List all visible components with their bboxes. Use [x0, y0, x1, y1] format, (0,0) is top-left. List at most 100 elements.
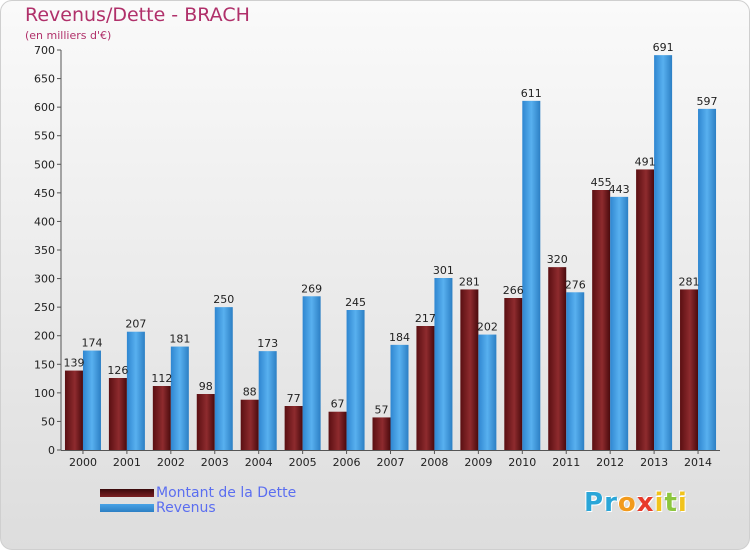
bar-debt [636, 169, 655, 450]
data-label-revenue: 301 [433, 264, 454, 277]
data-label-revenue: 611 [521, 87, 542, 100]
y-tick-label: 250 [34, 301, 55, 314]
chart-subtitle: (en milliers d'€) [25, 29, 112, 42]
bar-debt [504, 298, 523, 450]
logo-letter: r [604, 488, 618, 518]
bar-debt [196, 394, 215, 450]
data-label-debt: 281 [679, 275, 700, 288]
x-tick-label: 2006 [333, 456, 361, 469]
logo-letter: x [636, 488, 655, 518]
bar-debt [460, 289, 479, 450]
bar-revenue [478, 334, 497, 450]
x-tick-label: 2001 [113, 456, 141, 469]
data-label-revenue: 173 [257, 337, 278, 350]
data-label-debt: 98 [199, 380, 213, 393]
data-label-debt: 281 [459, 275, 480, 288]
bar-revenue [214, 307, 233, 450]
y-tick-label: 150 [34, 358, 55, 371]
bar-revenue [82, 350, 101, 450]
y-tick-label: 500 [34, 158, 55, 171]
x-tick-label: 2004 [245, 456, 273, 469]
legend-swatch-debt [100, 489, 154, 497]
logo-letter: i [677, 488, 688, 518]
bar-revenue [434, 278, 453, 450]
bar-debt [240, 399, 259, 450]
logo-letter: o [617, 488, 637, 518]
y-tick-label: 550 [34, 130, 55, 143]
legend-swatch-revenue [100, 504, 154, 512]
data-label-debt: 217 [415, 312, 436, 325]
y-tick-label: 450 [34, 187, 55, 200]
y-tick-label: 400 [34, 215, 55, 228]
bar-revenue [126, 331, 145, 450]
data-label-debt: 88 [243, 386, 257, 399]
bar-debt [548, 267, 567, 450]
y-tick-label: 200 [34, 330, 55, 343]
logo-letter: i [654, 488, 665, 518]
data-label-debt: 126 [107, 364, 128, 377]
x-tick-label: 2007 [377, 456, 405, 469]
y-tick-label: 350 [34, 244, 55, 257]
data-label-debt: 491 [635, 155, 656, 168]
y-tick-label: 50 [41, 415, 55, 428]
bar-revenue [346, 310, 365, 450]
data-label-debt: 112 [151, 372, 172, 385]
bar-debt [284, 406, 303, 450]
bar-revenue [654, 55, 673, 451]
bar-revenue [258, 351, 277, 450]
data-label-revenue: 174 [81, 337, 102, 350]
data-label-revenue: 276 [565, 278, 586, 291]
data-label-revenue: 597 [697, 95, 718, 108]
bar-revenue [522, 100, 541, 450]
x-tick-label: 2003 [201, 456, 229, 469]
x-tick-label: 2000 [69, 456, 97, 469]
y-tick-label: 600 [34, 101, 55, 114]
y-tick-label: 300 [34, 273, 55, 286]
bar-revenue [566, 292, 585, 450]
bar-debt [328, 411, 347, 450]
data-labels: 139 126 112 98 88 77 67 57 217 281 266 320 455 491 281… [63, 41, 717, 416]
data-label-debt: 320 [547, 253, 568, 266]
chart-title: Revenus/Dette - BRACH [25, 4, 250, 26]
y-tick-label: 700 [34, 44, 55, 57]
bar-debt [64, 370, 83, 450]
x-tick-label: 2010 [508, 456, 536, 469]
data-label-debt: 57 [375, 403, 389, 416]
data-label-debt: 67 [331, 398, 345, 411]
data-label-revenue: 202 [477, 321, 498, 334]
data-label-revenue: 250 [213, 293, 234, 306]
x-tick-label: 2013 [640, 456, 668, 469]
data-label-debt: 139 [63, 357, 84, 370]
data-label-revenue: 245 [345, 296, 366, 309]
y-tick-label: 0 [48, 444, 55, 457]
bar-revenue [698, 108, 717, 450]
data-label-revenue: 443 [609, 183, 630, 196]
bar-debt [416, 326, 435, 450]
data-label-debt: 266 [503, 284, 524, 297]
bars-group [64, 55, 717, 451]
x-tick-label: 2012 [596, 456, 624, 469]
x-tick-label: 2005 [289, 456, 317, 469]
y-tick-label: 650 [34, 73, 55, 86]
legend-label-debt: Montant de la Dette [156, 485, 297, 501]
x-tick-label: 2009 [464, 456, 492, 469]
bar-revenue [170, 346, 189, 450]
bar-revenue [610, 196, 629, 450]
bar-debt [372, 417, 391, 450]
data-label-revenue: 691 [653, 41, 674, 54]
y-tick-label: 100 [34, 387, 55, 400]
x-axis-ticks: 2000 2001 2002 2003 2004 2005 2006 2007 2008 2009… [69, 450, 712, 469]
data-label-revenue: 269 [301, 282, 322, 295]
data-label-revenue: 207 [125, 318, 146, 331]
bar-debt [108, 378, 127, 450]
logo-letter: t [664, 488, 678, 518]
legend-label-revenue: Revenus [156, 500, 216, 516]
data-label-revenue: 184 [389, 331, 410, 344]
data-label-debt: 77 [287, 392, 301, 405]
x-tick-label: 2014 [684, 456, 712, 469]
x-tick-label: 2011 [552, 456, 580, 469]
bar-revenue [302, 296, 321, 450]
bar-revenue [390, 344, 409, 450]
x-tick-label: 2008 [420, 456, 448, 469]
